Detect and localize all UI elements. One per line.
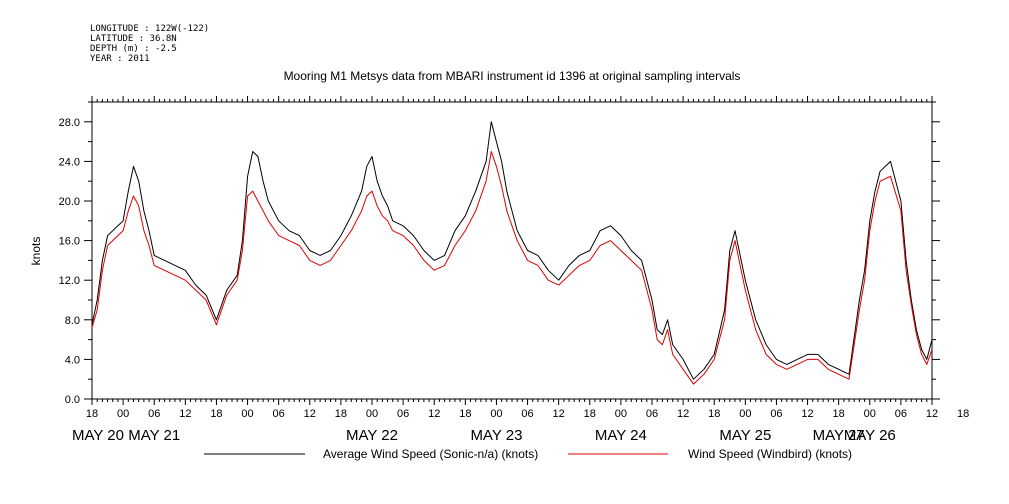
x-tick-label: 18 bbox=[708, 408, 720, 420]
meta-year: YEAR : 2011 bbox=[90, 54, 150, 64]
chart-title: Mooring M1 Metsys data from MBARI instru… bbox=[284, 69, 741, 83]
x-date-label: MAY 23 bbox=[470, 427, 522, 444]
x-tick-label: 12 bbox=[304, 408, 316, 420]
x-tick-labels: 18 00 06 12 18 00 06 12 18 00 06 12 18 00 06 12 18 00 06 12… bbox=[86, 408, 969, 420]
x-tick-label: 12 bbox=[553, 408, 565, 420]
x-tick-label: 00 bbox=[117, 408, 129, 420]
series-line-windbird bbox=[91, 151, 933, 385]
y-tick-label: 0.0 bbox=[65, 394, 80, 406]
x-tick-label: 12 bbox=[926, 408, 938, 420]
axis-ticks bbox=[84, 96, 940, 405]
meta-longitude: LONGITUDE : 122W(-122) bbox=[90, 24, 209, 34]
meta-depth: DEPTH (m) : -2.5 bbox=[90, 44, 177, 54]
x-tick-label: 18 bbox=[210, 408, 222, 420]
x-tick-label: 06 bbox=[895, 408, 907, 420]
metadata-block: LONGITUDE : 122W(-122) LATITUDE : 36.8N … bbox=[90, 24, 209, 64]
y-tick-label: 8.0 bbox=[65, 315, 80, 327]
series-lines bbox=[91, 121, 933, 385]
x-tick-label: 06 bbox=[148, 408, 160, 420]
x-tick-label: 12 bbox=[179, 408, 191, 420]
y-tick-label: 24.0 bbox=[59, 156, 80, 168]
x-tick-label: 18 bbox=[833, 408, 845, 420]
y-tick-label: 4.0 bbox=[65, 354, 80, 366]
x-tick-label: 00 bbox=[490, 408, 502, 420]
x-date-label: MAY 24 bbox=[595, 427, 647, 444]
x-tick-label: 00 bbox=[366, 408, 378, 420]
meta-latitude: LATITUDE : 36.8N bbox=[90, 34, 177, 44]
x-tick-label: 12 bbox=[801, 408, 813, 420]
y-tick-label: 20.0 bbox=[59, 196, 80, 208]
x-tick-label: 18 bbox=[957, 408, 969, 420]
x-tick-label: 06 bbox=[397, 408, 409, 420]
x-tick-label: 00 bbox=[864, 408, 876, 420]
plot-frame bbox=[91, 101, 933, 400]
x-date-label: MAY 25 bbox=[719, 427, 771, 444]
y-tick-label: 28.0 bbox=[59, 117, 80, 129]
legend-label-sonic: Average Wind Speed (Sonic-n/a) (knots) bbox=[323, 447, 538, 461]
x-tick-label: 00 bbox=[739, 408, 751, 420]
x-tick-label: 00 bbox=[241, 408, 253, 420]
y-tick-label: 16.0 bbox=[59, 236, 80, 248]
x-date-label: MAY 26 bbox=[844, 427, 896, 444]
y-axis-label: knots bbox=[29, 237, 43, 266]
x-tick-label: 06 bbox=[646, 408, 658, 420]
x-tick-label: 06 bbox=[770, 408, 782, 420]
series-line-sonic bbox=[91, 121, 933, 380]
x-tick-label: 18 bbox=[335, 408, 347, 420]
legend: Average Wind Speed (Sonic-n/a) (knots) W… bbox=[204, 447, 852, 461]
x-date-labels: MAY 20 MAY 21 MAY 22 MAY 23 MAY 24 MAY 25 MAY … bbox=[72, 427, 896, 444]
y-tick-label: 12.0 bbox=[59, 275, 80, 287]
x-tick-label: 00 bbox=[615, 408, 627, 420]
x-tick-label: 18 bbox=[584, 408, 596, 420]
x-tick-label: 18 bbox=[86, 408, 98, 420]
x-date-label: MAY 21 bbox=[128, 427, 180, 444]
x-tick-label: 12 bbox=[428, 408, 440, 420]
x-date-label: MAY 22 bbox=[346, 427, 398, 444]
x-tick-label: 18 bbox=[459, 408, 471, 420]
legend-label-windbird: Wind Speed (Windbird) (knots) bbox=[688, 447, 852, 461]
x-tick-label: 06 bbox=[521, 408, 533, 420]
x-date-label: MAY 20 bbox=[72, 427, 124, 444]
y-tick-labels: 0.0 4.0 8.0 12.0 16.0 20.0 24.0 28.0 bbox=[59, 117, 80, 406]
x-tick-label: 12 bbox=[677, 408, 689, 420]
x-date-label: MAY 27 bbox=[813, 427, 865, 444]
x-tick-label: 06 bbox=[273, 408, 285, 420]
